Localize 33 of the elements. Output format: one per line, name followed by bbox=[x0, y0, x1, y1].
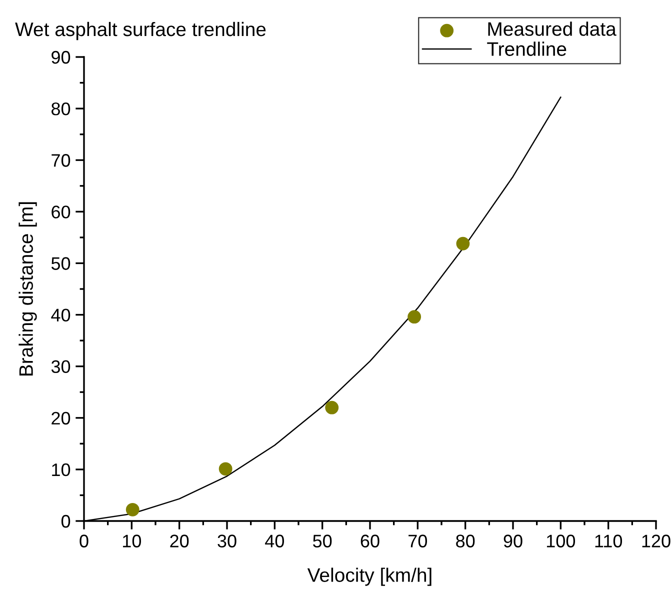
x-tick-label: 90 bbox=[504, 534, 522, 548]
x-tick-label: 110 bbox=[595, 534, 622, 548]
x-tick-label: 50 bbox=[313, 534, 332, 548]
y-tick-label: 50 bbox=[51, 257, 70, 270]
y-tick-label: 60 bbox=[52, 206, 70, 218]
point bbox=[126, 502, 140, 516]
y-tick-label: 70 bbox=[52, 154, 70, 167]
x-tick-label: 100 bbox=[546, 534, 576, 548]
point bbox=[456, 236, 470, 250]
y-tick-label: 80 bbox=[52, 102, 70, 116]
y-tick-label: 0 bbox=[61, 514, 70, 528]
x-tick-label: 70 bbox=[408, 534, 428, 548]
x-tick-label: 80 bbox=[456, 534, 475, 548]
y-tick-label: 10 bbox=[52, 463, 70, 476]
x-tick-label: 60 bbox=[360, 534, 380, 548]
x-axis-title: Velocity [km/h] bbox=[307, 568, 432, 586]
y-tick-label: 40 bbox=[51, 308, 70, 322]
point bbox=[408, 310, 422, 324]
y-tick-label: 90 bbox=[52, 50, 70, 64]
point bbox=[325, 400, 339, 414]
x-tick-label: 10 bbox=[123, 534, 142, 548]
legend-label: Trendline bbox=[487, 42, 566, 56]
point bbox=[218, 462, 232, 476]
x-tick-label: 40 bbox=[265, 534, 284, 548]
x-tick-label: 0 bbox=[80, 534, 88, 548]
legend-label: Measured data bbox=[488, 22, 616, 36]
y-tick-label: 30 bbox=[51, 360, 70, 374]
x-tick-label: 120 bbox=[642, 534, 670, 548]
x-tick-label: 30 bbox=[218, 534, 236, 548]
chart-title: Wet asphalt surface trendline bbox=[15, 22, 266, 40]
y-axis-title: Braking distance [m] bbox=[18, 202, 37, 376]
x-tick-label: 20 bbox=[170, 534, 189, 548]
y-tick-label: 20 bbox=[52, 412, 70, 425]
